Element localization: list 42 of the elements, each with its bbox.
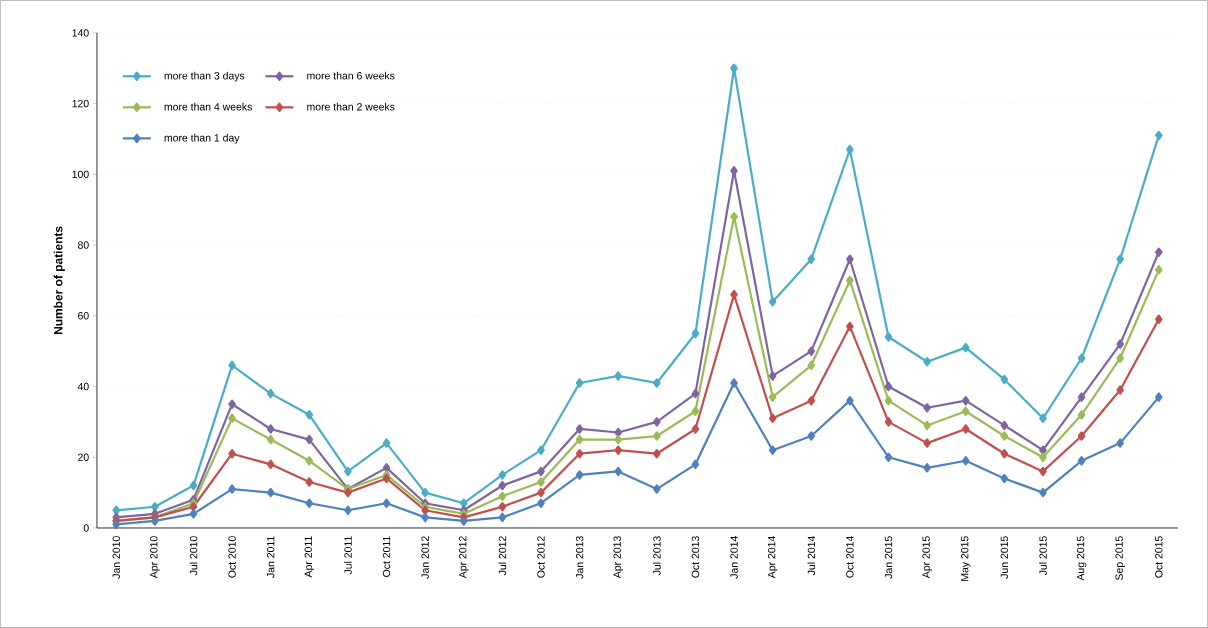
- x-tick-label: Jan 2014: [730, 536, 738, 579]
- y-tick-label: 80: [77, 241, 89, 249]
- x-tick-label: Apr 2011: [304, 536, 315, 578]
- y-tick-label: 100: [72, 170, 89, 179]
- x-tick-label: Apr 2013: [613, 536, 623, 579]
- x-tick-label: Oct 2015: [1155, 536, 1163, 578]
- legend-label: more than 3 days: [164, 71, 245, 82]
- legend-label: more than 1 day: [164, 133, 240, 144]
- y-tick-label: 140: [72, 29, 89, 37]
- x-tick-label: Jan 2010: [112, 536, 120, 579]
- legend-label: more than 4 weeks: [164, 102, 252, 111]
- x-tick-label: Jul 2011: [344, 536, 352, 575]
- x-tick-label: Oct 2013: [691, 536, 700, 578]
- x-tick-label: Jan 2012: [421, 536, 429, 579]
- y-axis-title: Number of patients: [53, 226, 65, 335]
- x-tick-label: Jan 2011: [266, 536, 275, 578]
- x-tick-label: Oct 2012: [537, 536, 545, 578]
- x-tick-label: Apr 2014: [767, 536, 778, 579]
- x-tick-label: Apr 2015: [922, 536, 932, 579]
- x-tick-label: Jul 2013: [652, 536, 661, 576]
- x-tick-label: Jan 2015: [884, 536, 893, 579]
- y-tick-label: 60: [78, 312, 89, 320]
- legend-label: more than 6 weeks: [307, 71, 395, 80]
- x-tick-label: Jun 2015: [1000, 536, 1009, 579]
- x-tick-label: Oct 2011: [382, 536, 391, 577]
- x-tick-label: Sep 2015: [1115, 536, 1125, 581]
- legend-label: more than 2 weeks: [307, 102, 395, 111]
- x-tick-label: Jul 2014: [807, 536, 816, 576]
- y-tick-label: 20: [78, 453, 89, 462]
- x-tick-label: Oct 2014: [846, 536, 854, 578]
- y-tick-label: 0: [83, 524, 89, 532]
- x-tick-label: May 2015: [960, 536, 971, 581]
- x-tick-label: Apr 2010: [150, 536, 160, 579]
- x-tick-label: Apr 2012: [459, 536, 469, 579]
- x-tick-label: Jul 2015: [1039, 536, 1047, 576]
- y-tick-label: 40: [77, 382, 89, 391]
- x-tick-label: Jul 2012: [498, 536, 507, 576]
- x-tick-label: Jul 2010: [189, 536, 198, 576]
- x-tick-label: Aug 2015: [1076, 536, 1087, 581]
- x-tick-label: Jan 2013: [575, 536, 584, 579]
- y-tick-label: 120: [72, 99, 89, 108]
- x-tick-label: Oct 2010: [228, 536, 236, 578]
